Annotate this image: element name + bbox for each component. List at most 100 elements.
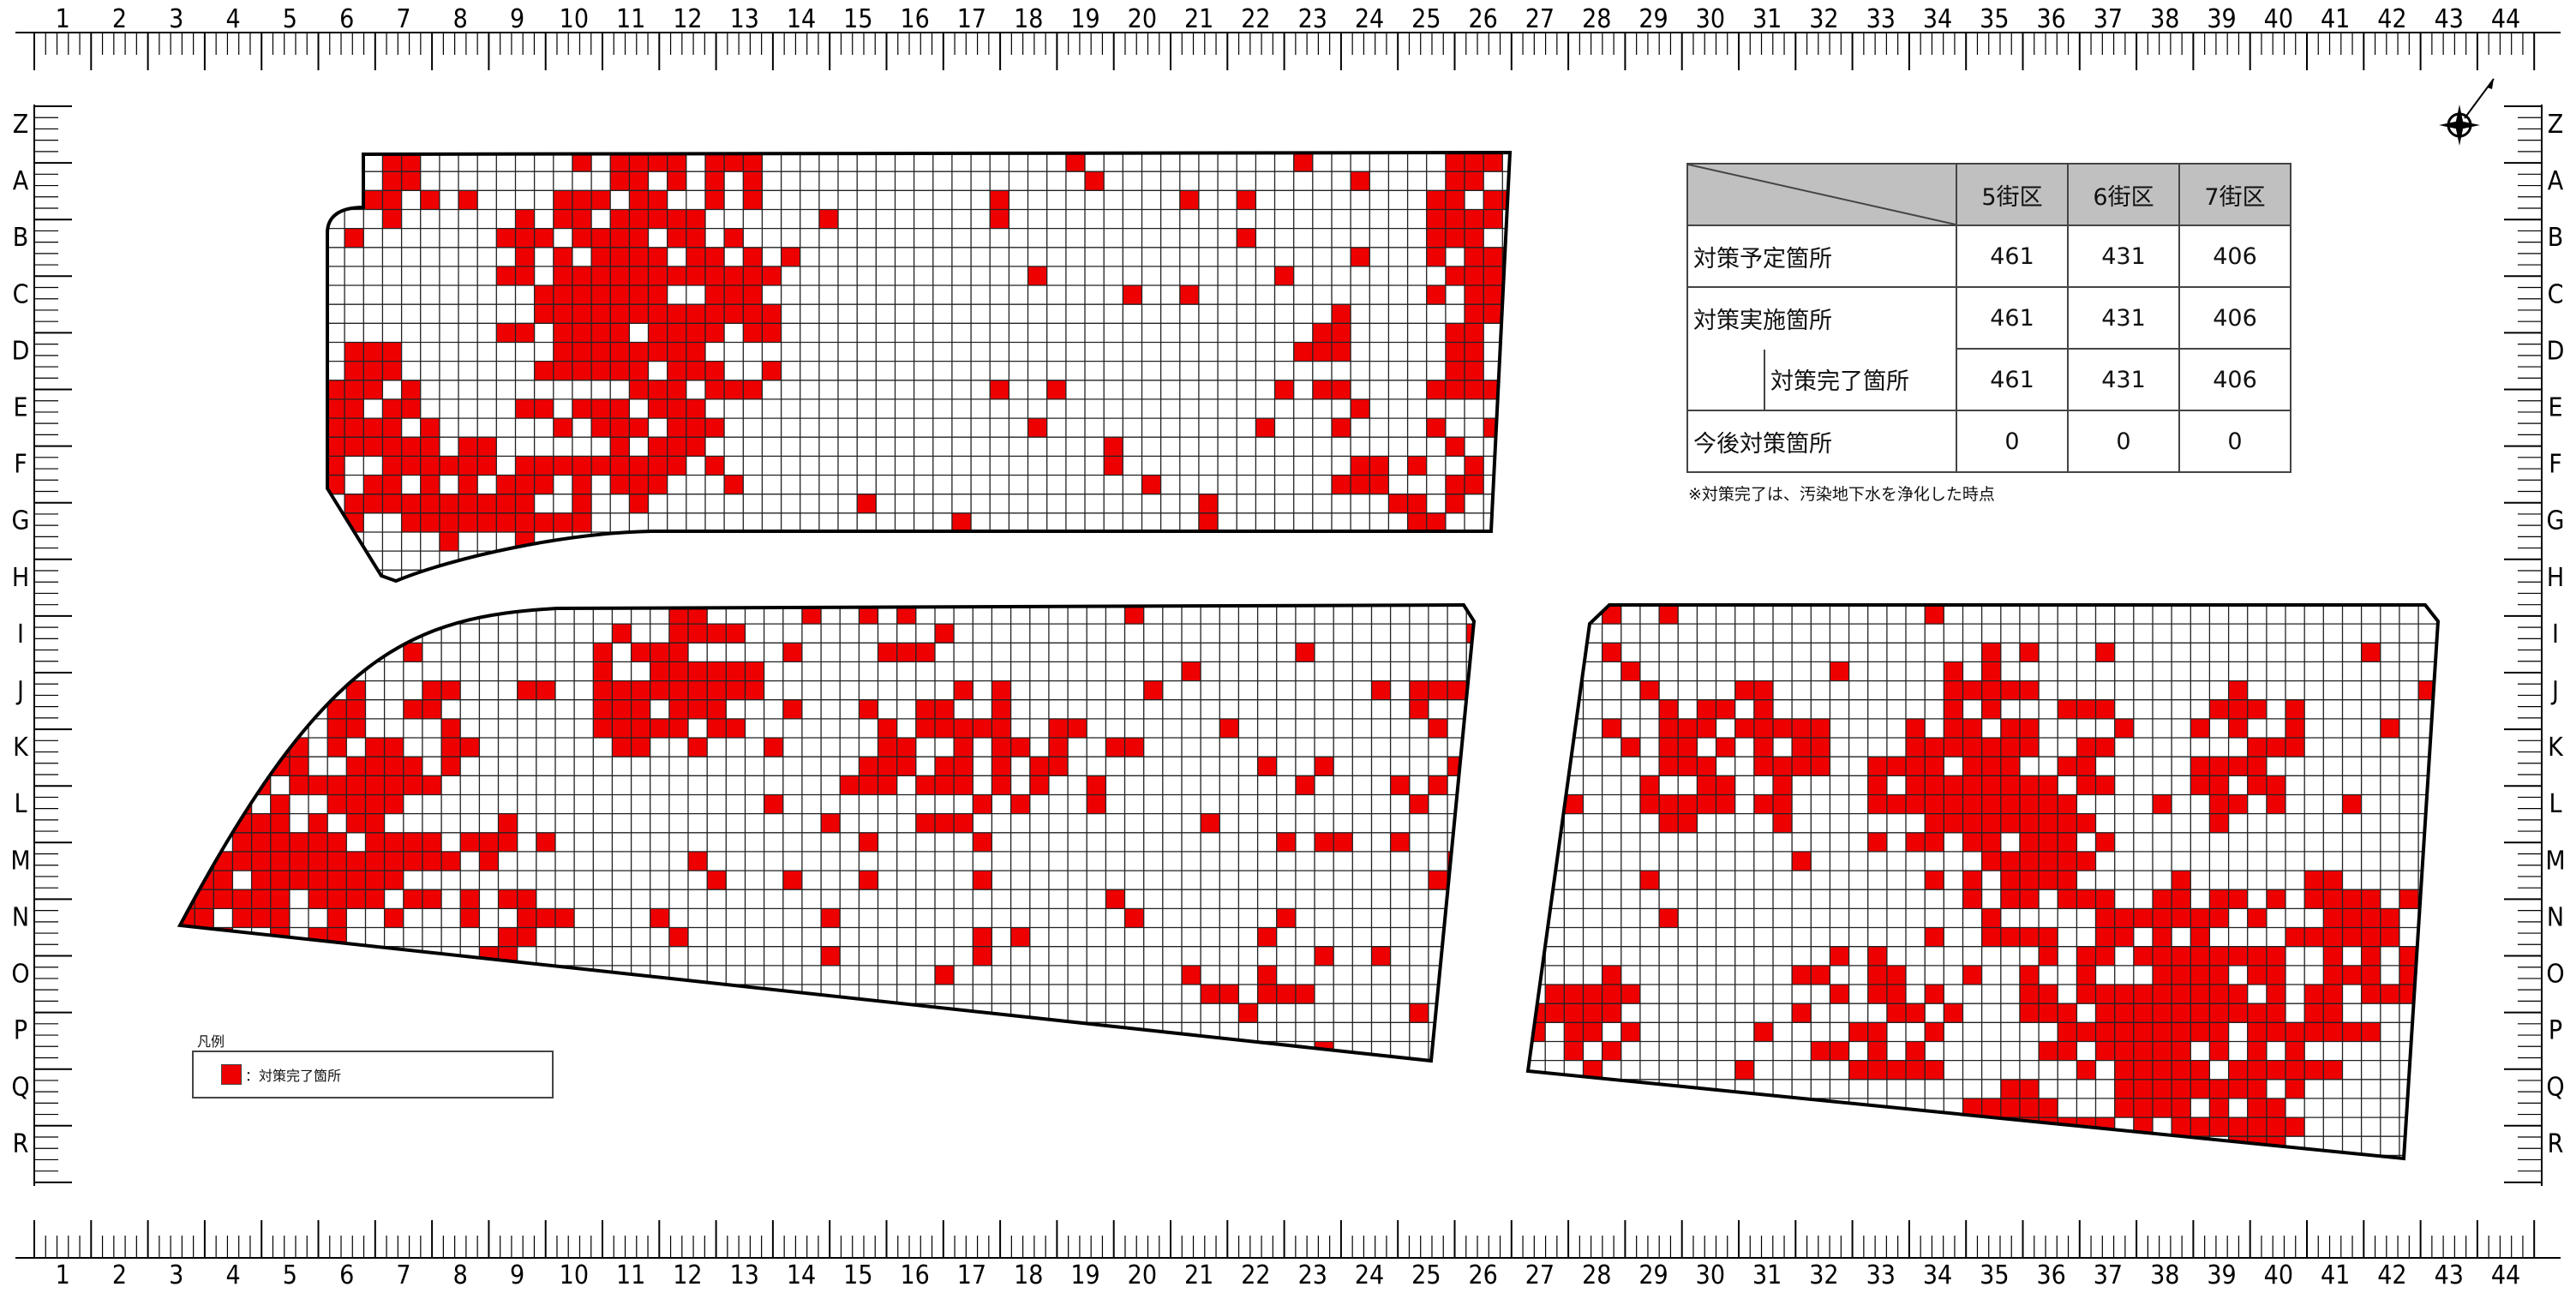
column-label: 1 xyxy=(56,4,70,34)
completed-cell xyxy=(990,190,1009,210)
column-label: 21 xyxy=(1184,4,1213,34)
completed-cell xyxy=(743,323,763,343)
completed-cell xyxy=(1886,965,1906,985)
column-label: 7 xyxy=(396,4,410,34)
completed-cell xyxy=(309,832,328,852)
completed-cell xyxy=(2114,1041,2134,1061)
completed-cell xyxy=(2190,1060,2210,1080)
completed-cell xyxy=(2342,908,2362,928)
completed-cell xyxy=(1445,228,1465,248)
completed-cell xyxy=(1465,342,1484,362)
completed-cell xyxy=(648,380,668,399)
completed-cell xyxy=(365,889,385,909)
completed-cell xyxy=(1906,1003,1926,1023)
completed-cell xyxy=(1564,1041,1584,1061)
completed-cell xyxy=(973,871,992,890)
completed-cell xyxy=(2361,965,2381,985)
completed-cell xyxy=(1981,908,2001,928)
completed-cell xyxy=(2058,699,2077,719)
completed-cell xyxy=(1830,1041,1849,1061)
completed-cell xyxy=(1639,680,1660,700)
completed-cell xyxy=(2152,908,2172,928)
completed-cell xyxy=(1274,380,1294,399)
completed-cell xyxy=(648,153,668,172)
completed-cell xyxy=(327,398,345,419)
completed-cell xyxy=(610,437,630,457)
completed-cell xyxy=(688,661,708,681)
completed-cell xyxy=(1029,775,1049,795)
completed-cell xyxy=(2285,1041,2305,1061)
completed-cell xyxy=(1962,871,1982,890)
completed-cell xyxy=(1312,342,1332,362)
completed-cell xyxy=(1925,775,1944,795)
completed-cell xyxy=(1944,1003,1963,1023)
completed-cell xyxy=(1981,851,2001,871)
completed-cell xyxy=(2285,1117,2305,1137)
row-label: O xyxy=(11,960,29,990)
completed-cell xyxy=(743,266,763,286)
completed-cell xyxy=(707,718,727,739)
block-5-outline xyxy=(326,150,1513,584)
row-label: O xyxy=(2546,960,2564,990)
completed-cell xyxy=(954,813,973,833)
completed-cell xyxy=(935,965,955,985)
completed-cell xyxy=(517,927,536,947)
completed-cell xyxy=(648,209,668,229)
completed-cell xyxy=(1811,757,1830,776)
completed-cell xyxy=(572,285,592,305)
completed-cell xyxy=(2058,1022,2077,1042)
completed-cell xyxy=(724,380,744,399)
completed-cell xyxy=(1981,757,2001,776)
completed-cell xyxy=(2019,965,2040,985)
completed-cell xyxy=(2133,1060,2153,1080)
completed-cell xyxy=(726,718,746,739)
row-label: A xyxy=(2548,166,2564,196)
completed-cell xyxy=(382,475,402,494)
completed-cell xyxy=(1426,228,1446,248)
completed-cell xyxy=(270,871,290,890)
completed-cell xyxy=(420,512,440,532)
completed-cell xyxy=(2323,1060,2343,1080)
row-label: D xyxy=(12,336,30,366)
column-label: 18 xyxy=(1014,1260,1043,1290)
completed-cell xyxy=(270,908,290,928)
completed-cell xyxy=(878,757,897,776)
completed-cell xyxy=(2266,985,2285,1004)
completed-cell xyxy=(553,190,572,210)
completed-cell xyxy=(1257,927,1277,947)
completed-cell xyxy=(2095,908,2115,928)
completed-cell xyxy=(327,718,347,739)
completed-cell xyxy=(1390,832,1410,852)
completed-cell xyxy=(439,494,459,513)
completed-cell xyxy=(363,418,383,438)
completed-cell xyxy=(327,851,347,871)
completed-cell xyxy=(363,361,383,380)
completed-cell xyxy=(686,304,705,324)
completed-cell xyxy=(2228,1155,2248,1158)
completed-cell xyxy=(1697,718,1716,739)
completed-cell xyxy=(801,605,822,625)
completed-cell xyxy=(1465,247,1484,266)
block-5-completed-cells xyxy=(327,153,1510,581)
completed-cell xyxy=(2019,738,2040,757)
column-label: 19 xyxy=(1070,4,1099,34)
completed-cell xyxy=(309,851,328,871)
completed-cell xyxy=(2133,1136,2153,1156)
completed-cell xyxy=(553,266,572,286)
completed-cell xyxy=(2076,1060,2096,1080)
completed-cell xyxy=(270,889,290,909)
completed-cell xyxy=(422,832,442,852)
completed-cell xyxy=(1753,718,1773,739)
completed-cell xyxy=(1678,794,1698,814)
row-label-indent-cell: 対策完了箇所 xyxy=(1686,349,1957,411)
completed-cell xyxy=(365,851,385,871)
completed-cell xyxy=(2247,1060,2267,1080)
completed-cell xyxy=(2342,889,2362,909)
completed-cell xyxy=(935,699,955,719)
completed-cell xyxy=(496,266,516,286)
completed-cell xyxy=(2323,1022,2343,1042)
completed-cell xyxy=(2285,927,2305,947)
column-label: 16 xyxy=(900,4,929,34)
column-label: 9 xyxy=(510,4,524,34)
cell-value: 406 xyxy=(2178,348,2291,411)
